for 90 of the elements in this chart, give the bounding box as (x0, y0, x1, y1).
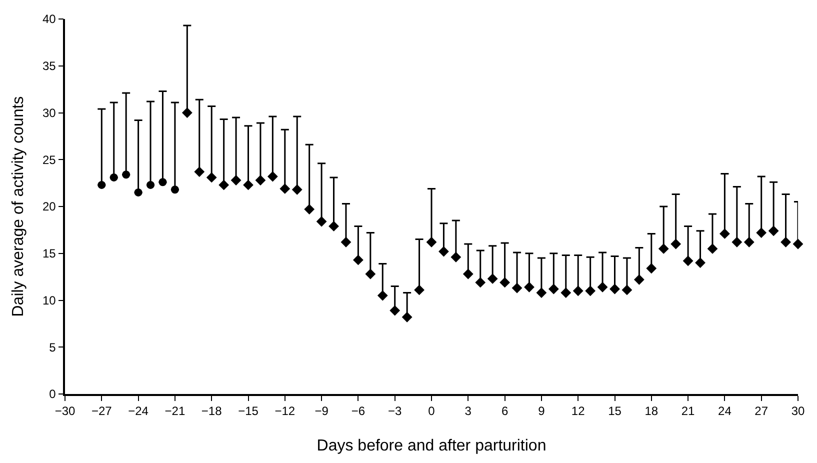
x-tick-label: −12 (274, 404, 296, 418)
point (634, 274, 644, 285)
point (110, 173, 118, 182)
point (475, 277, 486, 288)
x-tick-label: 15 (608, 404, 622, 418)
point (682, 256, 694, 266)
point (597, 282, 608, 292)
x-tick-label: −24 (128, 404, 149, 418)
x-tick-label: 12 (571, 404, 586, 418)
point (646, 263, 657, 274)
x-tick-label: 24 (718, 404, 732, 418)
x-tick-label: 3 (464, 404, 472, 418)
point (658, 243, 669, 254)
y-tick-label: 25 (42, 152, 56, 167)
y-tick-label: 40 (42, 12, 56, 26)
point (255, 175, 266, 186)
point (402, 312, 412, 322)
point (426, 236, 437, 248)
x-tick-label: 6 (501, 404, 508, 418)
y-tick-label: 0 (49, 387, 56, 402)
x-tick-label: −27 (91, 404, 112, 418)
point (756, 228, 767, 238)
point (122, 170, 130, 179)
y-axis-title: Daily average of activity counts (10, 96, 27, 317)
point (720, 228, 730, 239)
point (585, 286, 596, 296)
point (512, 282, 522, 294)
point (328, 220, 339, 232)
point (98, 180, 106, 189)
point (158, 178, 167, 186)
point (377, 290, 388, 301)
point (280, 183, 290, 194)
y-tick-label: 10 (42, 293, 56, 308)
point (292, 184, 302, 195)
x-tick-label: −15 (238, 404, 259, 418)
point (340, 236, 352, 248)
point (390, 305, 400, 316)
point (487, 273, 498, 284)
point (768, 226, 779, 236)
point (243, 180, 254, 190)
point (695, 258, 706, 268)
x-tick-label: −3 (388, 404, 402, 418)
point (548, 284, 559, 294)
x-tick-label: 9 (538, 404, 546, 418)
x-tick-label: 30 (791, 404, 805, 418)
point (206, 172, 217, 183)
point (194, 166, 205, 178)
y-tick-label: 15 (42, 246, 56, 261)
point (365, 268, 376, 280)
y-tick-label: 30 (42, 106, 56, 120)
y-tick-label: 35 (42, 59, 56, 74)
x-tick-label: 21 (681, 404, 696, 418)
x-tick-label: −21 (164, 404, 186, 418)
point (462, 268, 474, 280)
point (230, 175, 242, 186)
x-tick-label: 27 (754, 404, 768, 418)
point (218, 180, 230, 190)
point (792, 238, 804, 250)
point (780, 236, 791, 248)
point (670, 238, 682, 250)
point (316, 216, 327, 227)
point (414, 284, 424, 296)
x-axis-title: Days before and after parturition (316, 437, 546, 454)
point (622, 284, 632, 296)
point (182, 108, 192, 118)
point (744, 236, 754, 248)
point (170, 186, 179, 194)
y-tick-label: 5 (49, 340, 56, 354)
point (450, 252, 462, 262)
point (146, 180, 155, 189)
point (438, 246, 449, 257)
x-tick-label: −18 (201, 404, 222, 418)
point (536, 288, 547, 298)
point (572, 286, 584, 296)
point (524, 282, 534, 292)
point (500, 277, 510, 288)
point (267, 171, 278, 182)
point (707, 243, 718, 254)
x-tick-label: −9 (314, 404, 329, 418)
point (134, 188, 142, 196)
point (732, 236, 742, 248)
y-tick-label: 20 (42, 200, 56, 214)
x-tick-label: −30 (54, 404, 76, 418)
point (560, 288, 572, 298)
point (304, 204, 315, 215)
point (353, 254, 364, 266)
point (610, 284, 620, 294)
x-tick-label: 18 (644, 404, 658, 418)
x-tick-label: 0 (428, 404, 436, 418)
x-tick-label: −6 (351, 404, 366, 418)
